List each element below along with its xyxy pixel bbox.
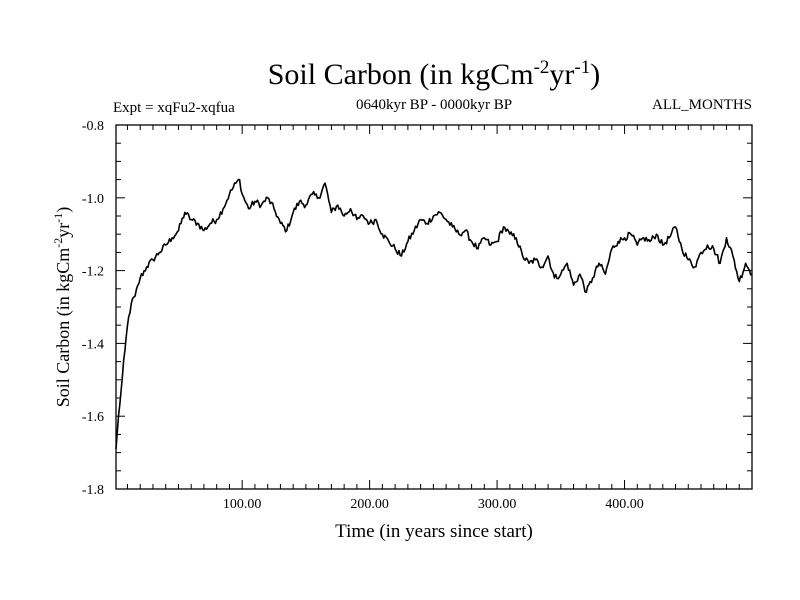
experiment-label: Expt = xqFu2-xqfua [113, 100, 235, 116]
x-tick-label: 300.00 [478, 497, 517, 512]
y-axis-tick-labels: -1.8 -1.6 -1.4 -1.2 -1.0 -0.8 [82, 119, 104, 498]
y-tick-label: -1.8 [82, 483, 104, 498]
x-tick-label: 200.00 [350, 497, 389, 512]
period-label: 0640kyr BP - 0000kyr BP [356, 97, 512, 113]
y-tick-label: -1.0 [82, 192, 104, 207]
x-axis-label: Time (in years since start) [335, 521, 533, 542]
x-axis-tick-labels: 100.00 200.00 300.00 400.00 [223, 497, 644, 512]
y-tick-label: -1.4 [82, 337, 104, 352]
y-tick-label: -1.2 [82, 265, 104, 280]
plot-frame [115, 124, 753, 490]
soil-carbon-series-line [115, 178, 753, 450]
y-axis-label: Soil Carbon (in kgCm-2yr-1) [51, 207, 74, 408]
x-axis-ticks [126, 125, 740, 489]
x-tick-label: 100.00 [223, 497, 262, 512]
y-tick-label: -1.6 [82, 410, 104, 425]
y-tick-label: -0.8 [82, 119, 104, 134]
months-label: ALL_MONTHS [652, 97, 752, 113]
y-axis-ticks [116, 142, 752, 472]
chart-title: Soil Carbon (in kgCm-2yr-1) [268, 57, 601, 91]
x-tick-label: 400.00 [605, 497, 644, 512]
